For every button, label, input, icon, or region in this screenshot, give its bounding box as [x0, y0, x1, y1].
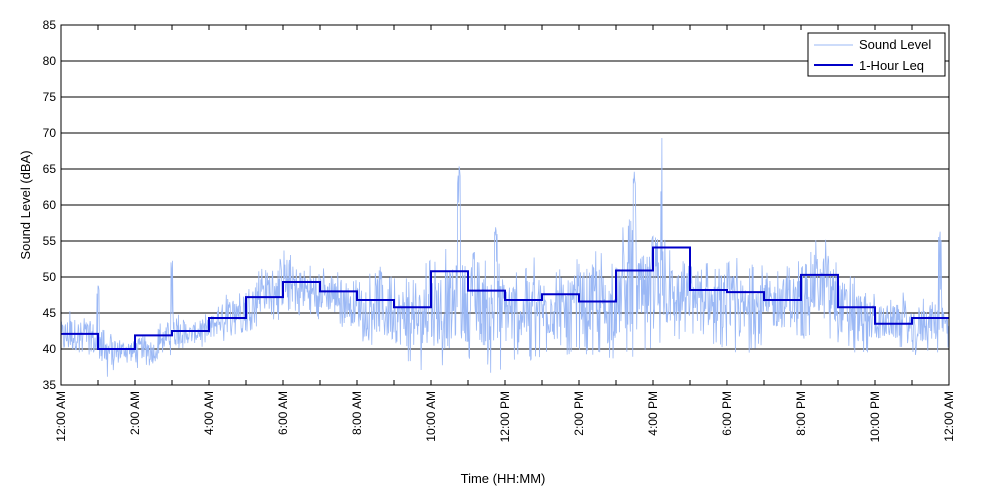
x-tick-label: 4:00 PM: [646, 391, 660, 436]
x-axis-label: Time (HH:MM): [461, 471, 546, 486]
x-tick-label: 12:00 AM: [942, 391, 956, 442]
x-tick-label: 2:00 AM: [128, 391, 142, 435]
x-tick-label: 10:00 PM: [868, 391, 882, 442]
y-tick-label: 65: [43, 162, 57, 176]
y-tick-label: 70: [43, 126, 57, 140]
legend-box: [807, 32, 946, 77]
x-tick-label: 6:00 PM: [720, 391, 734, 436]
y-axis-label: Sound Level (dBA): [18, 150, 33, 259]
x-tick-label: 4:00 AM: [202, 391, 216, 435]
x-tick-label: 2:00 PM: [572, 391, 586, 436]
grid-lines: [61, 60, 949, 350]
y-tick-label: 50: [43, 270, 57, 284]
x-tick-label: 8:00 PM: [794, 391, 808, 436]
legend-label-sound-level: Sound Level: [859, 37, 931, 52]
y-tick-label: 45: [43, 306, 57, 320]
leq-step-line: [61, 246, 949, 350]
y-tick-label: 40: [43, 342, 57, 356]
x-tick-label: 12:00 PM: [498, 391, 512, 442]
x-tick-label: 8:00 AM: [350, 391, 364, 435]
y-tick-label: 55: [43, 234, 57, 248]
y-tick-label: 35: [43, 378, 57, 392]
x-tick-label: 10:00 AM: [424, 391, 438, 442]
x-tick-label: 12:00 AM: [54, 391, 68, 442]
x-tick-label: 6:00 AM: [276, 391, 290, 435]
x-axis-ticks: 12:00 AM 2:00 AM 4:00 AM 6:00 AM 8:00 AM 10:0…: [54, 25, 956, 442]
leq-series: [61, 246, 949, 350]
y-tick-label: 80: [43, 54, 57, 68]
legend-label-leq: 1-Hour Leq: [859, 58, 924, 73]
legend: Sound Level 1-Hour Leq: [807, 32, 946, 77]
y-tick-label: 75: [43, 90, 57, 104]
y-axis-ticks: 35 40 45 50 55 60 65 70 75 80 85: [43, 18, 949, 392]
y-tick-label: 85: [43, 18, 57, 32]
y-tick-label: 60: [43, 198, 57, 212]
